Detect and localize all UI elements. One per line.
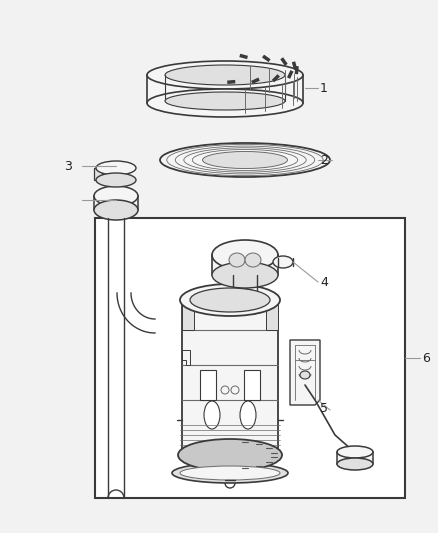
Ellipse shape	[337, 458, 373, 470]
Ellipse shape	[147, 61, 303, 89]
Ellipse shape	[202, 151, 287, 168]
Ellipse shape	[190, 288, 270, 312]
Ellipse shape	[273, 256, 293, 268]
Ellipse shape	[96, 161, 136, 175]
Ellipse shape	[204, 401, 220, 429]
Ellipse shape	[232, 296, 268, 314]
Text: 2: 2	[320, 154, 328, 166]
Polygon shape	[182, 305, 194, 330]
Ellipse shape	[180, 284, 280, 316]
Ellipse shape	[147, 89, 303, 117]
Bar	[200, 370, 216, 400]
Ellipse shape	[94, 186, 138, 206]
Polygon shape	[337, 452, 373, 464]
Ellipse shape	[197, 296, 233, 314]
Polygon shape	[182, 300, 278, 450]
Ellipse shape	[240, 401, 256, 429]
Text: 3: 3	[64, 159, 72, 173]
Ellipse shape	[94, 200, 138, 220]
Ellipse shape	[165, 65, 285, 85]
Ellipse shape	[178, 439, 282, 471]
Bar	[102, 168, 112, 180]
Ellipse shape	[212, 262, 278, 288]
Ellipse shape	[160, 143, 330, 177]
Text: 5: 5	[320, 401, 328, 415]
Ellipse shape	[233, 289, 257, 301]
Ellipse shape	[229, 253, 245, 267]
Ellipse shape	[172, 463, 288, 483]
Text: 6: 6	[422, 351, 430, 365]
Ellipse shape	[337, 446, 373, 458]
Ellipse shape	[300, 371, 310, 379]
Text: 1: 1	[320, 82, 328, 94]
Bar	[95, 218, 405, 498]
Polygon shape	[290, 340, 320, 405]
Bar	[110, 168, 120, 180]
Ellipse shape	[212, 240, 278, 270]
Ellipse shape	[180, 466, 280, 480]
Ellipse shape	[165, 92, 285, 110]
Text: 4: 4	[320, 276, 328, 288]
Polygon shape	[212, 255, 278, 275]
Polygon shape	[94, 196, 138, 210]
Polygon shape	[147, 75, 303, 103]
Polygon shape	[182, 350, 190, 365]
Bar	[94, 168, 104, 180]
Ellipse shape	[245, 253, 261, 267]
Bar	[244, 370, 260, 400]
Polygon shape	[266, 305, 278, 330]
Ellipse shape	[96, 173, 136, 187]
